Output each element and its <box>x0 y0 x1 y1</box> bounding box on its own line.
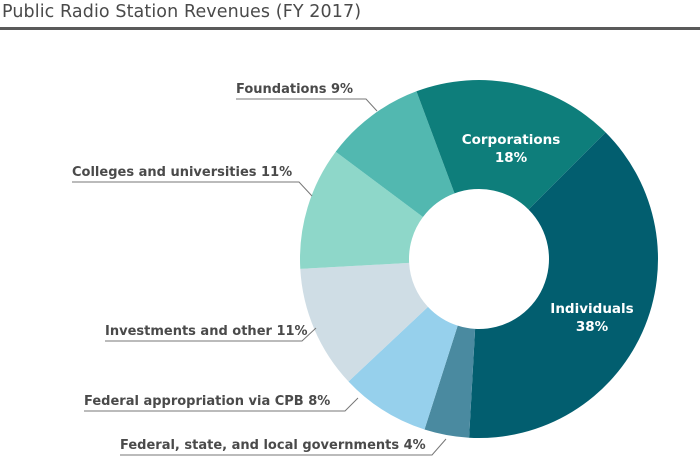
label-investments: Investments and other 11% <box>105 324 308 339</box>
label-cpb: Federal appropriation via CPB 8% <box>84 394 330 409</box>
slice-federal-state-and-local-governments <box>424 325 476 438</box>
slice-foundations <box>335 91 455 218</box>
label-governments: Federal, state, and local governments 4% <box>120 438 426 453</box>
label-individuals: Individuals <box>550 301 633 317</box>
slice-corporations <box>416 79 606 210</box>
slice-colleges-and-universities <box>300 151 423 269</box>
chart-title: Public Radio Station Revenues (FY 2017) <box>2 2 362 22</box>
slice-federal-appropriation-via-cpb <box>348 306 458 430</box>
leader-line-governments <box>120 438 447 456</box>
label-individuals-pct: 38% <box>576 319 609 335</box>
leader-line-foundations <box>236 98 378 112</box>
slice-investments-and-other <box>300 262 428 382</box>
leader-line-cpb <box>84 397 359 412</box>
slice-individuals <box>469 132 658 438</box>
label-colleges: Colleges and universities 11% <box>72 165 292 180</box>
title-divider <box>0 27 700 30</box>
label-foundations: Foundations 9% <box>236 82 353 97</box>
leader-line-investments <box>105 327 317 342</box>
leader-line-colleges <box>72 181 313 197</box>
label-corporations: Corporations <box>462 132 561 148</box>
label-corporations-pct: 18% <box>495 150 528 166</box>
